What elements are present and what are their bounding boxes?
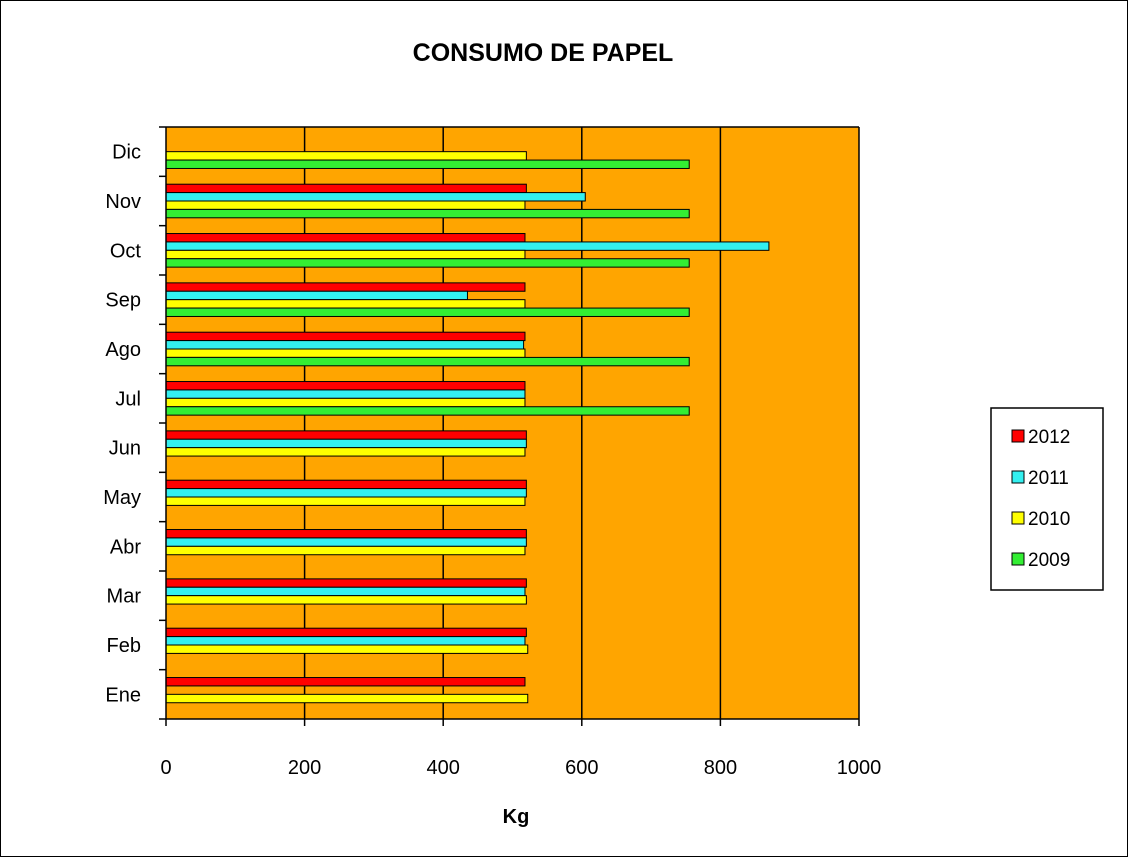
y-tick-label: Ene (105, 684, 141, 706)
legend-label-2011: 2011 (1028, 468, 1069, 489)
bars (165, 151, 770, 704)
bar-2012-Abr (165, 529, 527, 539)
bar-2012-Oct (165, 233, 526, 243)
bar-2010-Jul (165, 397, 526, 408)
legend-swatch-2010 (1011, 511, 1025, 525)
y-tick-label: Jul (115, 388, 141, 410)
y-tick-label: May (103, 487, 141, 509)
bar-2012-Ene (165, 677, 526, 687)
y-tick-label: Jun (109, 438, 141, 460)
bar-2012-Feb (165, 627, 527, 638)
bar-2012-Jul (165, 381, 526, 391)
axes (159, 126, 860, 726)
bar-2010-Feb (165, 644, 529, 654)
bar-2010-Jun (165, 447, 526, 457)
bar-2010-Abr (165, 545, 526, 556)
gridlines (303, 127, 722, 719)
x-tick-label: 400 (427, 757, 460, 779)
x-tick-labels: 0 200 400 600 800 1000 (160, 757, 881, 779)
bar-2010-Oct (165, 249, 526, 260)
x-tick-label: 0 (160, 757, 171, 779)
bar-2009-Dic (165, 159, 690, 169)
bar-2011-May (165, 488, 527, 498)
bar-2009-Ago (165, 356, 690, 367)
bar-2011-Jul (165, 389, 526, 399)
x-tick-label: 1000 (837, 757, 882, 779)
bar-2009-Jul (165, 406, 690, 416)
bar-2010-Ago (165, 348, 526, 358)
bar-2010-Ene (165, 693, 529, 704)
y-tick-label: Ago (105, 339, 141, 361)
bar-2011-Mar (165, 586, 526, 597)
legend-label-2009: 2009 (1028, 550, 1070, 571)
legend-label-2012: 2012 (1028, 427, 1070, 448)
bar-2011-Sep (165, 290, 468, 301)
x-axis-title: Kg (503, 806, 530, 828)
legend-swatch-2011 (1011, 470, 1025, 484)
bar-2010-May (165, 496, 526, 506)
y-tick-label: Sep (105, 290, 141, 312)
y-tick-label: Abr (110, 536, 141, 558)
bar-2011-Oct (165, 241, 770, 251)
bar-2012-Ago (165, 331, 526, 342)
y-tick-label: Feb (107, 635, 141, 657)
x-tick-label: 600 (565, 757, 598, 779)
y-tick-label: Oct (110, 240, 142, 262)
y-tick-label: Mar (107, 586, 142, 608)
plot-area (166, 127, 859, 719)
x-tick-label: 800 (704, 757, 737, 779)
bar-2010-Dic (165, 151, 527, 161)
bar-2012-Nov (165, 183, 527, 194)
bar-2011-Ago (165, 340, 525, 350)
bar-2009-Nov (165, 208, 690, 219)
bar-2011-Nov (165, 192, 586, 202)
bar-2010-Nov (165, 200, 526, 210)
bar-2012-Mar (165, 578, 527, 588)
y-tick-labels: Ene Feb Mar Abr May Jun Jul Ago Sep Oct Nov Dic (103, 142, 141, 707)
bar-2011-Jun (165, 438, 527, 449)
bar-2011-Feb (165, 636, 526, 646)
bar-2010-Sep (165, 299, 526, 309)
legend-swatch-2009 (1011, 552, 1025, 566)
x-tick-label: 200 (288, 757, 321, 779)
bar-2012-May (165, 479, 527, 490)
bar-2012-Sep (165, 282, 526, 292)
bar-2010-Mar (165, 595, 527, 605)
y-tick-label: Nov (105, 191, 141, 213)
bar-2009-Sep (165, 307, 690, 317)
legend-label-2010: 2010 (1028, 509, 1070, 530)
legend-swatch-2012 (1011, 429, 1025, 443)
bar-2009-Oct (165, 258, 690, 268)
legend: 2012 2011 2010 2009 (990, 407, 1104, 591)
y-tick-label: Dic (112, 142, 141, 164)
chart-title: CONSUMO DE PAPEL (413, 39, 674, 67)
legend-box (990, 407, 1104, 591)
bar-2012-Jun (165, 430, 527, 440)
bar-2011-Abr (165, 537, 527, 547)
